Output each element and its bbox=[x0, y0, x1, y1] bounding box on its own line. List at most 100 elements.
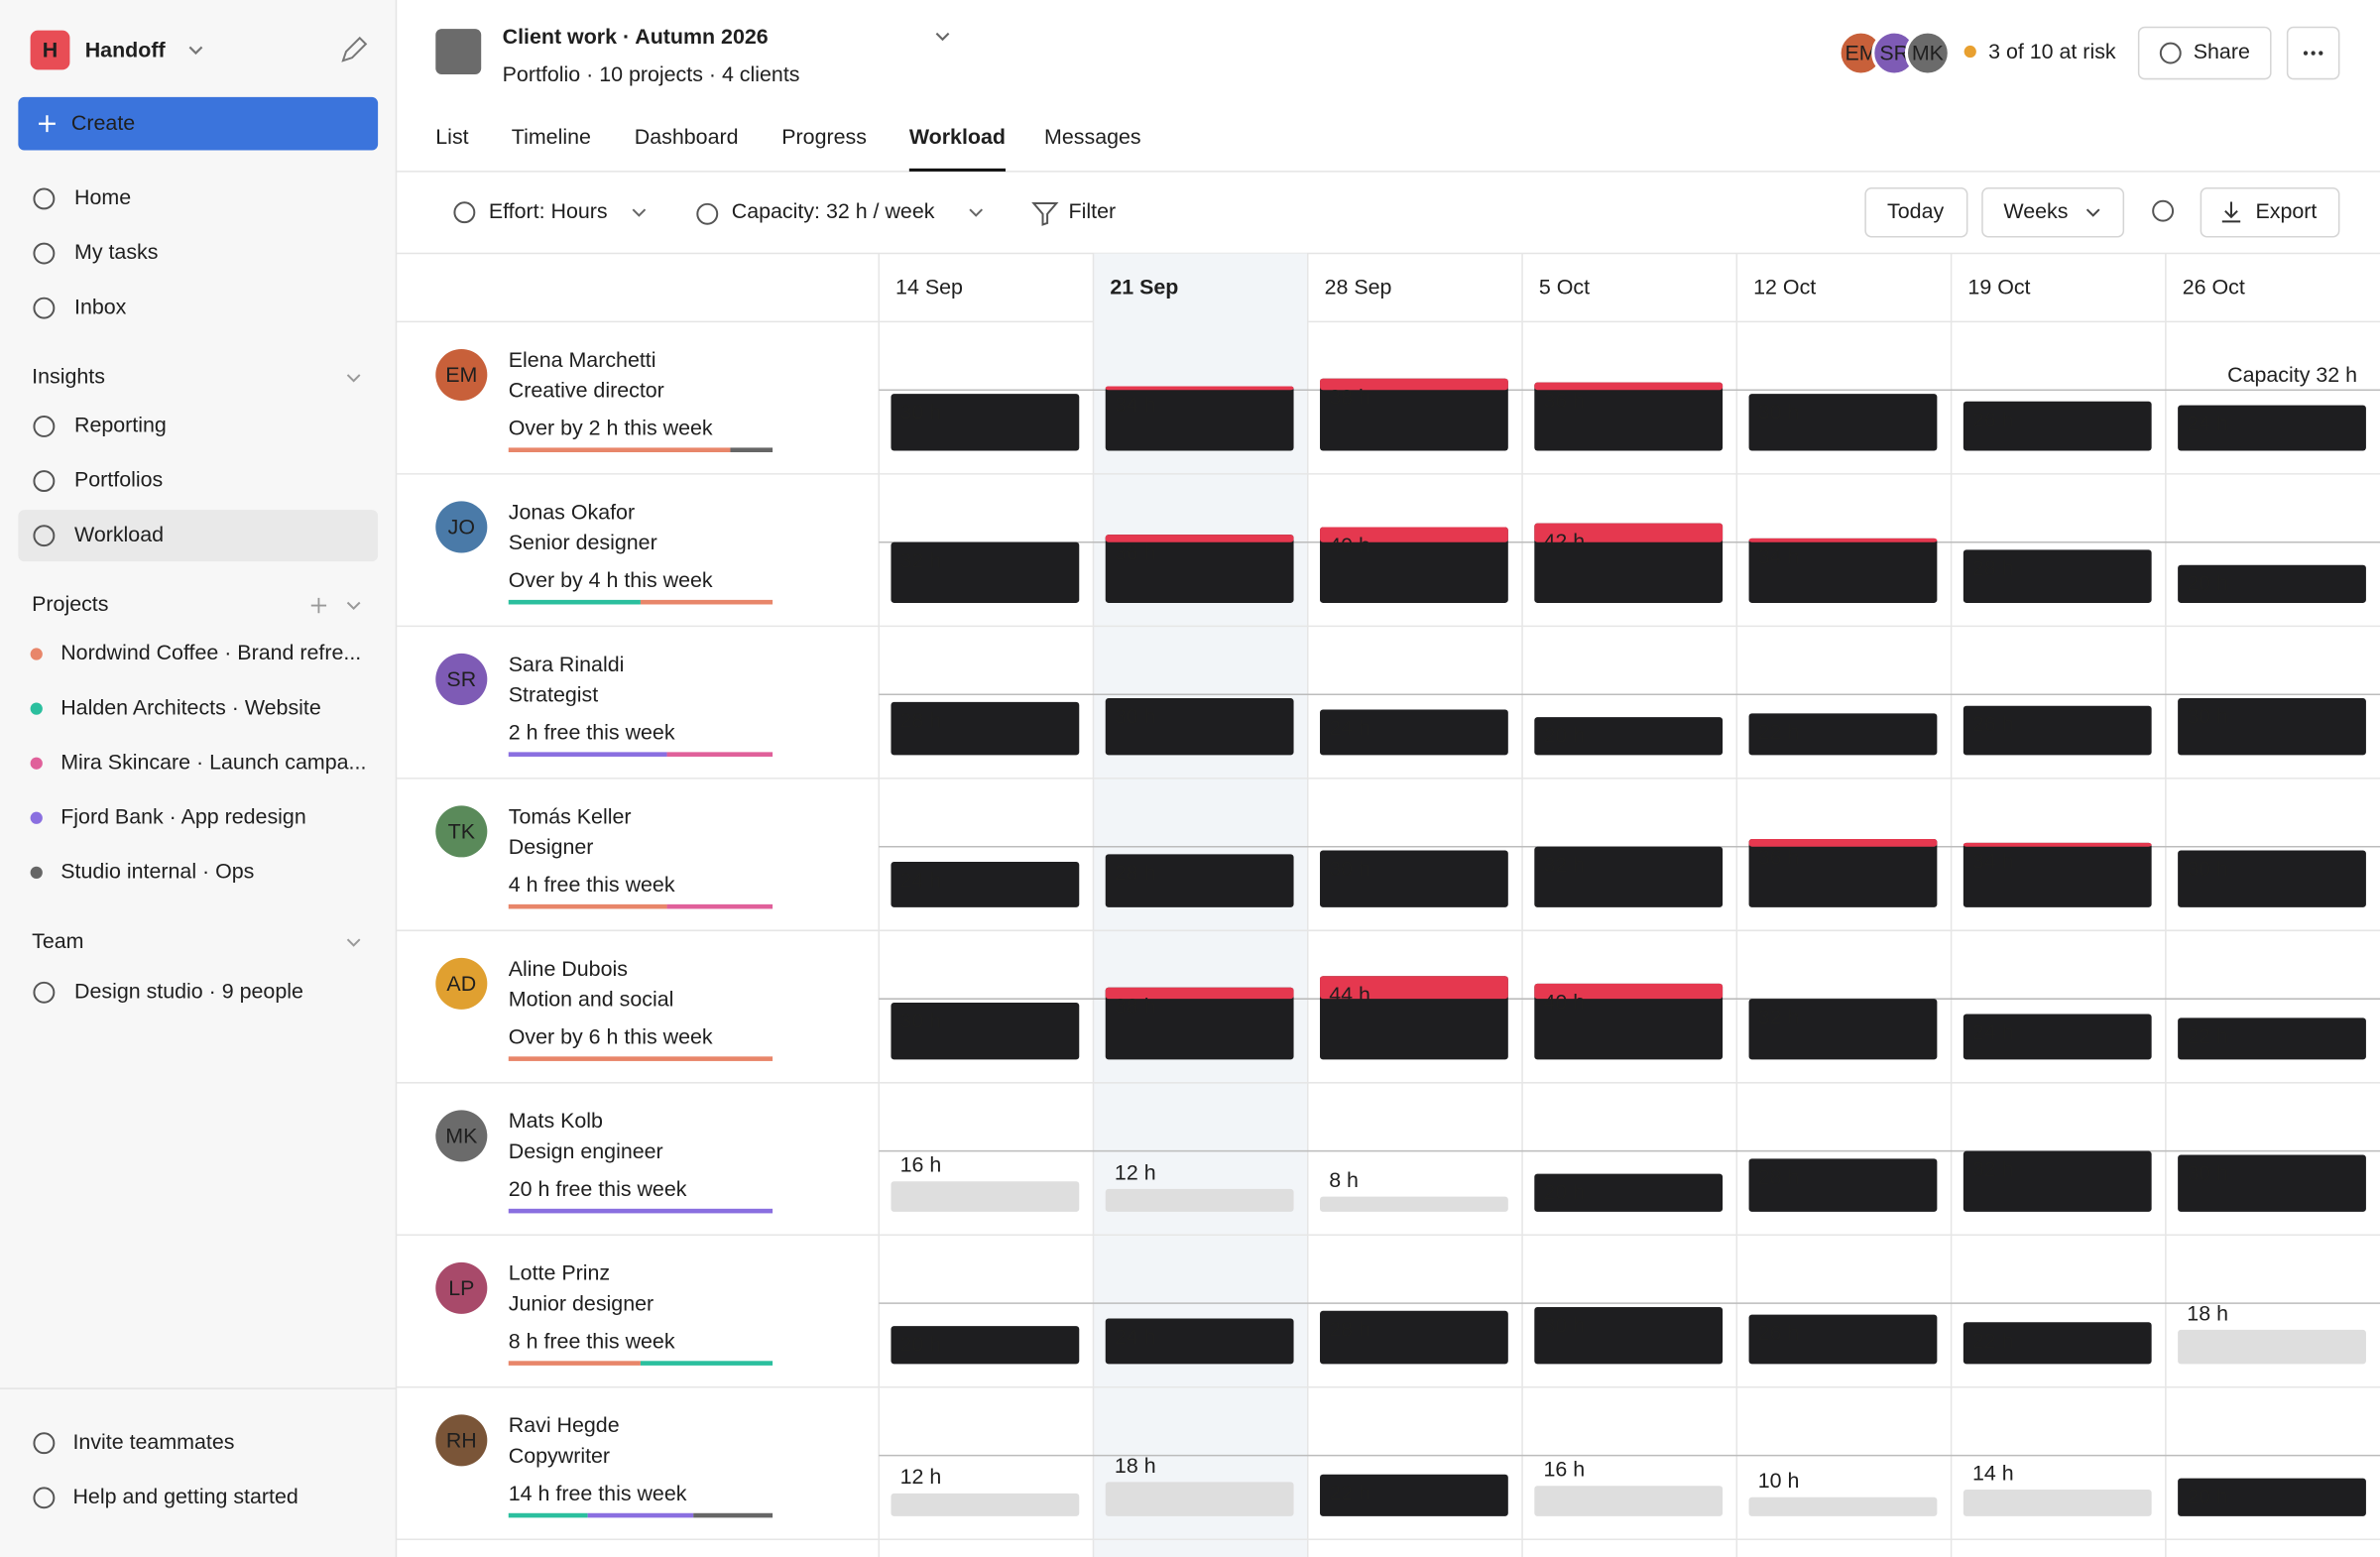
free-bar bbox=[1105, 1188, 1294, 1212]
team-item[interactable]: Design studio · 9 people bbox=[74, 979, 303, 1003]
edit-icon bbox=[341, 36, 368, 62]
hours-label: 36 h bbox=[1758, 846, 1800, 870]
week-label: 12 Oct bbox=[1753, 275, 1816, 299]
footer-item[interactable]: Help and getting started bbox=[72, 1485, 298, 1508]
person-name[interactable]: Elena Marchetti bbox=[509, 348, 656, 372]
nav-item[interactable]: Inbox bbox=[74, 295, 127, 318]
page-title: Client work · Autumn 2026 bbox=[503, 25, 769, 49]
hours-label: 28 h bbox=[1972, 556, 2014, 580]
load-bar bbox=[1963, 842, 2152, 907]
person-role: Design engineer bbox=[509, 1139, 663, 1163]
nav-item[interactable]: Workload bbox=[74, 523, 164, 546]
today-button[interactable] bbox=[1864, 186, 1968, 238]
chevron bbox=[188, 46, 203, 56]
nav-item[interactable]: Reporting bbox=[74, 414, 167, 437]
hours-label: 30 h bbox=[2187, 857, 2228, 881]
person-name[interactable]: Jonas Okafor bbox=[509, 500, 635, 524]
load-bar bbox=[1534, 846, 1724, 907]
share-label[interactable]: Share bbox=[2194, 40, 2250, 63]
workspace-name[interactable]: Handoff bbox=[85, 39, 167, 62]
hours-label: 20 h bbox=[2187, 571, 2228, 595]
project-item[interactable]: Studio internal · Ops bbox=[60, 860, 254, 884]
create-label[interactable]: Create bbox=[71, 111, 135, 135]
hours-label: 28 h bbox=[1329, 1317, 1370, 1341]
dot bbox=[2311, 51, 2316, 56]
overload-bar bbox=[1320, 378, 1508, 391]
share-button[interactable] bbox=[2137, 26, 2272, 80]
avatar-initials: RH bbox=[446, 1429, 477, 1453]
load-bar bbox=[891, 701, 1080, 756]
nav-item[interactable]: Portfolios bbox=[74, 468, 163, 492]
project-mix bbox=[666, 903, 774, 909]
project-mix bbox=[587, 1512, 694, 1518]
today-label[interactable]: Today bbox=[1887, 199, 1944, 223]
avatar bbox=[435, 348, 488, 401]
export-button[interactable] bbox=[2200, 186, 2340, 238]
tab[interactable]: List bbox=[435, 125, 468, 149]
overload-bar bbox=[1105, 386, 1294, 391]
overload-bar bbox=[1748, 538, 1938, 542]
hours-label: 14 h bbox=[1972, 1461, 2014, 1485]
avatar-initials: JO bbox=[448, 516, 475, 539]
hours-label: 24 h bbox=[1972, 1020, 2014, 1044]
load-bar bbox=[1963, 705, 2152, 756]
tab[interactable]: Workload bbox=[909, 125, 1006, 149]
weeks-label[interactable]: Weeks bbox=[2003, 199, 2068, 223]
load-bar bbox=[2178, 850, 2366, 907]
icon bbox=[696, 202, 719, 225]
person-name[interactable]: Sara Rinaldi bbox=[509, 653, 625, 676]
hours-label: 24 h bbox=[1115, 1325, 1156, 1349]
project-item[interactable]: Nordwind Coffee · Brand refre... bbox=[60, 641, 361, 664]
person-name[interactable]: Mats Kolb bbox=[509, 1109, 603, 1133]
chevron bbox=[346, 374, 361, 383]
person-name[interactable]: Tomás Keller bbox=[509, 804, 632, 828]
icon bbox=[2152, 199, 2175, 222]
weeks-button[interactable] bbox=[1981, 186, 2125, 238]
icon bbox=[33, 1487, 56, 1509]
hours-label: 20 h bbox=[1543, 724, 1585, 748]
load-bar bbox=[1320, 378, 1508, 451]
load-bar bbox=[1748, 999, 1938, 1060]
project-item[interactable]: Fjord Bank · App redesign bbox=[60, 804, 306, 828]
project-dot bbox=[30, 757, 43, 770]
load-bar bbox=[1320, 1474, 1508, 1516]
person-status: 14 h free this week bbox=[509, 1482, 687, 1505]
effort-select[interactable]: Effort: Hours bbox=[489, 199, 608, 223]
free-bar bbox=[891, 1181, 1080, 1212]
hours-label: 42 h bbox=[1543, 530, 1585, 553]
filter-button[interactable]: Filter bbox=[1069, 199, 1117, 223]
section-title: Projects bbox=[32, 592, 108, 616]
nav-item[interactable]: My tasks bbox=[74, 240, 158, 264]
load-bar bbox=[1105, 1318, 1294, 1365]
person-name[interactable]: Ravi Hegde bbox=[509, 1413, 620, 1437]
load-bar bbox=[891, 1003, 1080, 1060]
footer-item[interactable]: Invite teammates bbox=[72, 1430, 234, 1454]
chevron bbox=[2085, 208, 2100, 217]
risk-status[interactable]: 3 of 10 at risk bbox=[1988, 40, 2116, 63]
tab[interactable]: Dashboard bbox=[635, 125, 739, 149]
project-item[interactable]: Halden Architects · Website bbox=[60, 695, 321, 719]
hours-label: 44 h bbox=[1329, 983, 1370, 1007]
tab[interactable]: Timeline bbox=[512, 125, 591, 149]
load-bar bbox=[1748, 713, 1938, 756]
person-name[interactable]: Lotte Prinz bbox=[509, 1261, 610, 1285]
load-bar bbox=[1534, 1306, 1724, 1365]
icon bbox=[33, 416, 56, 437]
export-label[interactable]: Export bbox=[2255, 199, 2317, 223]
person-name[interactable]: Aline Dubois bbox=[509, 957, 628, 981]
capacity-select[interactable]: Capacity: 32 h / week bbox=[732, 199, 935, 223]
overload-bar bbox=[1320, 527, 1508, 542]
dot bbox=[2319, 51, 2323, 56]
person-role: Junior designer bbox=[509, 1291, 654, 1315]
overload-bar bbox=[1320, 976, 1508, 1000]
tab[interactable]: Progress bbox=[781, 125, 867, 149]
create-button[interactable] bbox=[18, 96, 379, 151]
nav-item[interactable]: Home bbox=[74, 185, 131, 209]
project-item[interactable]: Mira Skincare · Launch campa... bbox=[60, 750, 366, 774]
hours-label: 28 h bbox=[1115, 861, 1156, 885]
avatar-initials: SR bbox=[1879, 42, 1909, 65]
week-label: 28 Sep bbox=[1325, 275, 1392, 299]
free-bar bbox=[1105, 1482, 1294, 1516]
load-bar bbox=[1105, 854, 1294, 907]
tab[interactable]: Messages bbox=[1044, 125, 1141, 149]
